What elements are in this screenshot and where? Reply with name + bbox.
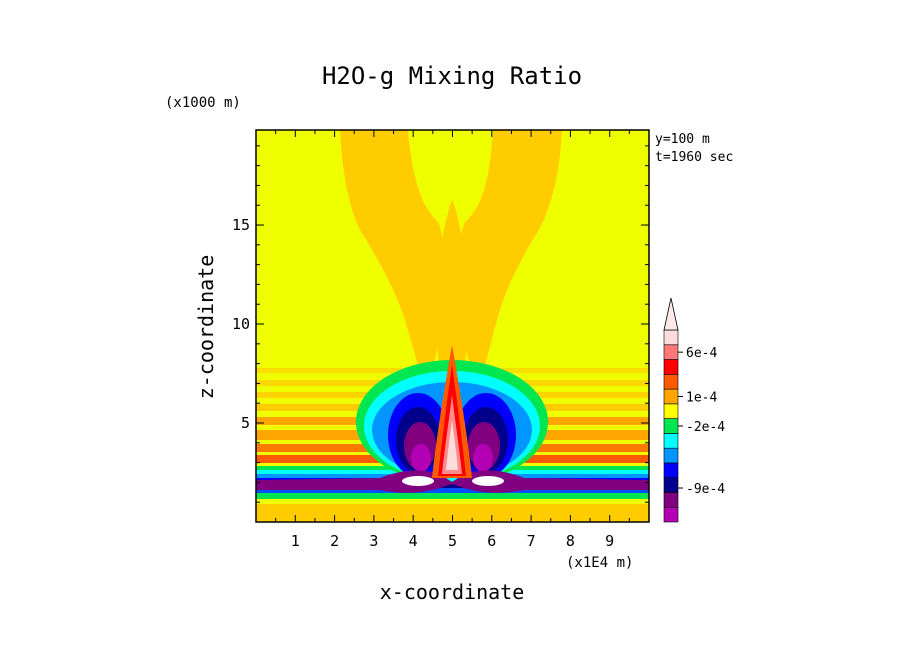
x-axis-units: (x1E4 m) [566,555,633,571]
colorbar-arrow [663,297,679,331]
contour-lowband [256,470,649,493]
colorbar-segment [663,506,679,523]
x-tick-label: 8 [566,532,575,550]
colorbar-segment [663,433,679,449]
annotation-y: y=100 m [655,132,710,147]
colorbar-label: 6e-4 [686,346,717,361]
colorbar-label: -2e-4 [686,420,725,435]
x-tick-label: 1 [291,532,300,550]
colorbar-segment [663,388,679,405]
y-axis-label: z-coordinate [194,255,218,400]
x-tick-label: 5 [448,532,457,550]
white-pocket-right [472,476,504,486]
contour-magenta-right [473,444,493,472]
y-tick-label: 15 [232,216,250,234]
colorbar-segment [663,344,679,360]
x-axis-label: x-coordinate [380,580,525,604]
x-tick-label: 2 [330,532,339,550]
annotation-time: t=1960 sec [655,150,733,165]
colorbar-segment [663,418,679,434]
plume-center [435,200,469,370]
colorbar-segment [663,462,679,478]
plume-left [340,130,445,390]
layer-band [256,504,649,522]
contour-magenta-left [411,444,431,472]
contour-field [256,130,649,522]
colorbar-segment [663,359,679,375]
colorbar-segment [663,403,679,419]
white-pocket-left [402,476,434,486]
x-tick-label: 6 [487,532,496,550]
x-tick-label: 3 [369,532,378,550]
colorbar-segment [663,492,679,508]
y-axis-units: (x1000 m) [165,95,241,111]
axes: 1 2 3 4 5 6 7 8 9 5 10 15 [232,130,649,550]
layer-band [256,493,649,499]
colorbar-label: -9e-4 [686,482,725,497]
x-tick-label: 9 [605,532,614,550]
colorbar-label: 1e-4 [686,390,717,405]
updraft-core [446,420,458,470]
x-tick-label: 7 [527,532,536,550]
y-tick-label: 5 [241,414,250,432]
colorbar-segment [663,477,679,493]
colorbar-segment [663,374,679,390]
colorbar: 6e-4 1e-4 -2e-4 -9e-4 [663,297,725,523]
colorbar-segment [663,329,679,346]
x-tick-label: 4 [409,532,418,550]
layer-band [256,488,649,493]
layer-band [256,483,649,488]
plume-right [457,130,562,390]
y-tick-label: 10 [232,315,250,333]
colorbar-segment [663,447,679,464]
chart-title: H2O-g Mixing Ratio [322,62,582,90]
layer-band [256,499,649,504]
